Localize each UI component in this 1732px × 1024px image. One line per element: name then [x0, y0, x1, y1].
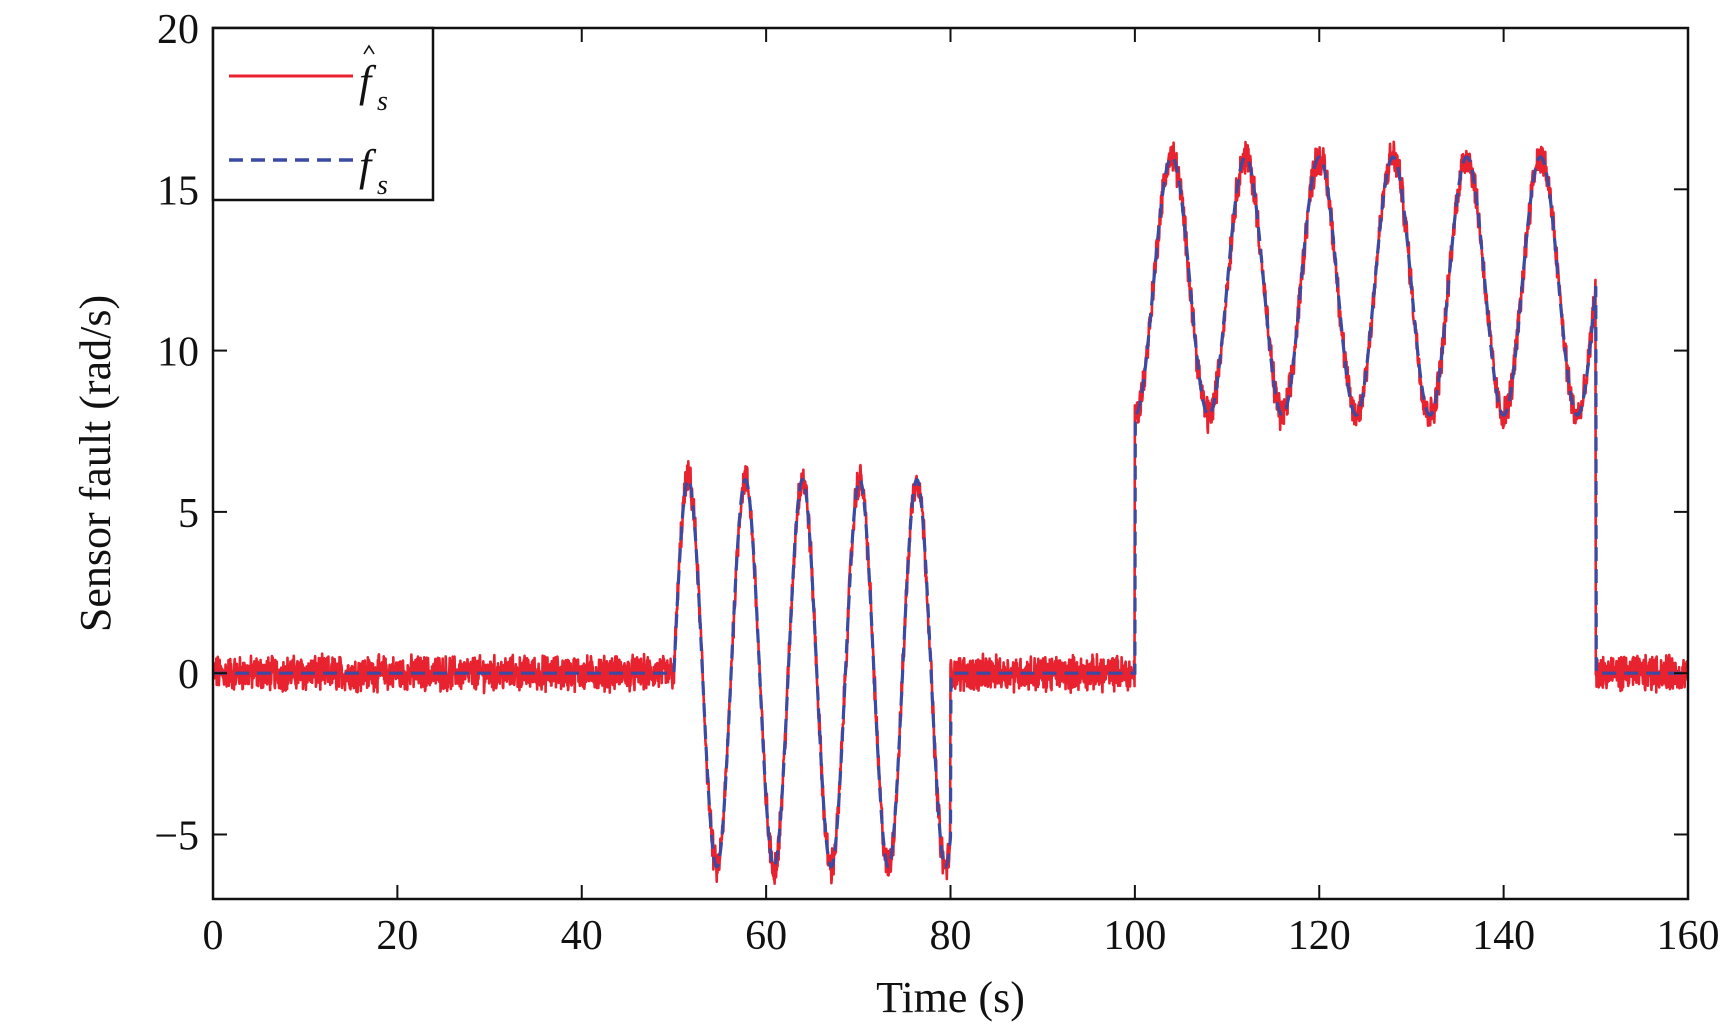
y-tick-label: 15	[157, 168, 199, 214]
x-tick-label: 20	[376, 913, 418, 959]
x-tick-label: 140	[1472, 913, 1535, 959]
y-tick-label: −5	[154, 813, 199, 859]
series-estimate-line	[213, 140, 1688, 885]
x-tick-label: 160	[1657, 913, 1720, 959]
tick-labels-layer: 0 20 40 60 80 100 120 140 160 −5 0 5 10 15 20	[154, 7, 1719, 959]
hat-accent-icon	[363, 44, 375, 55]
x-tick-label: 80	[930, 913, 972, 959]
y-tick-label: 20	[157, 7, 199, 53]
y-tick-label: 5	[178, 491, 199, 537]
legend-label-subscript: s	[377, 86, 388, 117]
x-tick-label: 60	[745, 913, 787, 959]
legend-label-subscript: s	[377, 170, 388, 201]
x-tick-label: 0	[203, 913, 224, 959]
series-layer	[213, 140, 1688, 885]
y-axis-label: Sensor fault (rad/s)	[71, 295, 120, 632]
legend: f sf s	[211, 26, 435, 202]
y-tick-label: 0	[178, 652, 199, 698]
y-tick-label: 10	[157, 330, 199, 376]
legend-box	[211, 26, 435, 202]
x-tick-label: 120	[1288, 913, 1351, 959]
x-tick-label: 100	[1103, 913, 1166, 959]
x-axis-label: Time (s)	[876, 973, 1025, 1022]
series-actual-line	[213, 155, 1688, 869]
x-tick-label: 40	[561, 913, 603, 959]
